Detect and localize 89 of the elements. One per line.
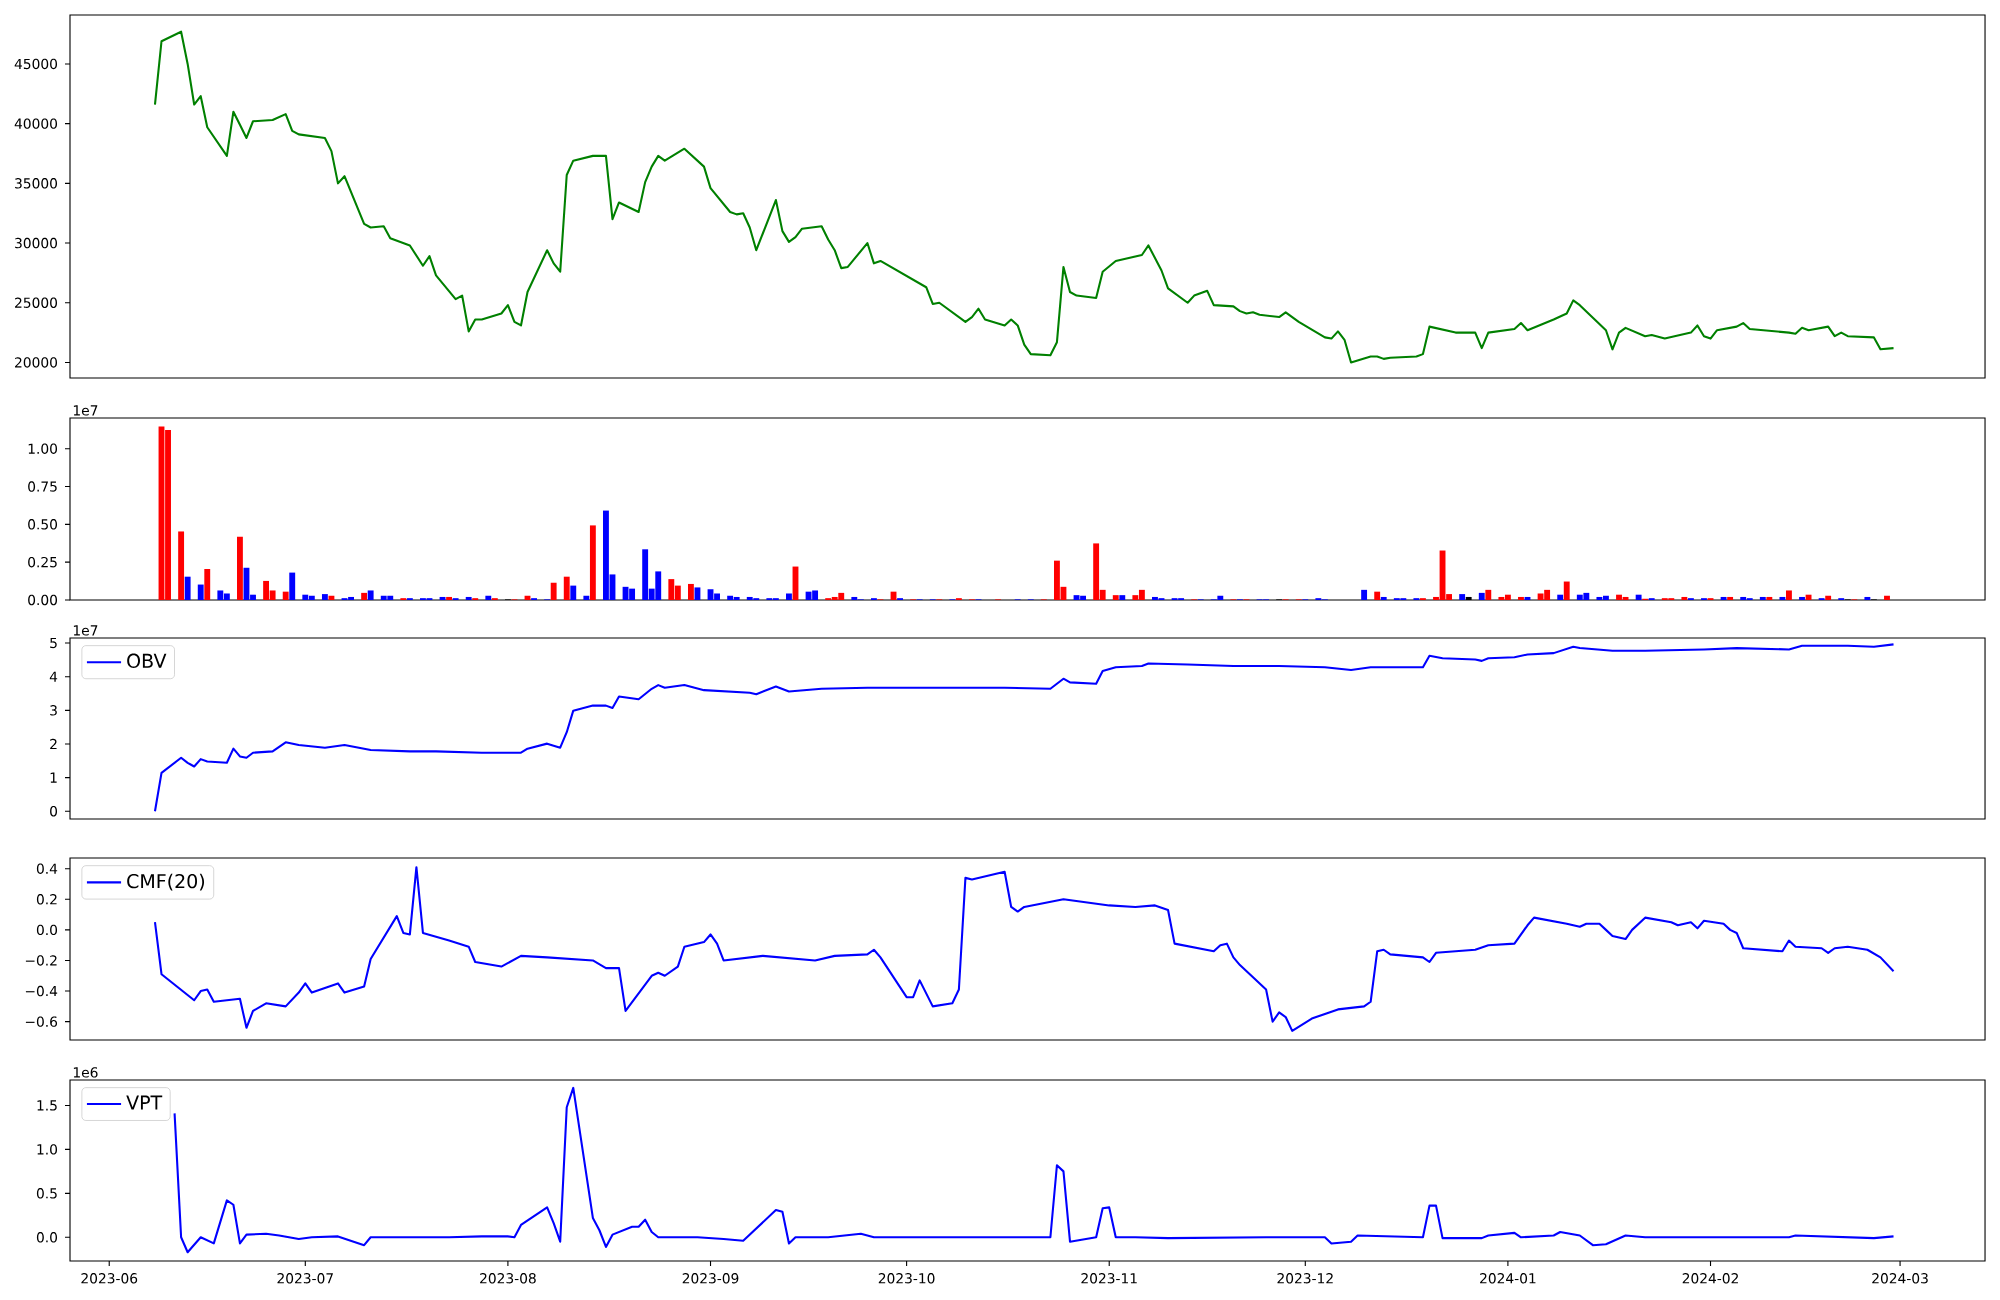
bar: [321, 594, 328, 600]
x-tick-label: 2023-07: [277, 1273, 333, 1284]
bar: [446, 596, 453, 600]
bar: [1119, 595, 1126, 600]
bar: [550, 582, 557, 600]
text: 1e7: [73, 625, 98, 636]
y-tick-label: 0.00: [28, 594, 58, 606]
bar: [1825, 595, 1832, 600]
bar: [367, 590, 374, 600]
line-series: [153, 30, 1895, 364]
y-tick-label: 0.2: [36, 894, 57, 905]
bar: [1557, 594, 1564, 600]
bar: [1884, 595, 1890, 600]
y-tick-label: 1: [50, 772, 57, 783]
x-tick-label: 2023-12: [1277, 1273, 1333, 1284]
x-tick-label: 2023-11: [1081, 1273, 1137, 1284]
text: 1e7: [73, 405, 98, 416]
bar: [1864, 596, 1871, 600]
x-tick-label: 2023-10: [878, 1273, 935, 1284]
bar: [1361, 589, 1368, 600]
bar: [1563, 581, 1570, 600]
y-tick-label: 35000: [15, 178, 58, 189]
y-tick-label: 0.25: [28, 556, 57, 568]
bar: [1805, 594, 1812, 600]
y-tick-label: 45000: [14, 58, 58, 70]
y-tick-label: 0: [50, 806, 58, 817]
bar: [583, 595, 590, 600]
bar: [178, 531, 185, 600]
bar: [289, 572, 296, 600]
y-tick-label: 3: [50, 705, 57, 716]
bar: [1380, 596, 1387, 600]
bar: [204, 568, 211, 600]
bar: [1478, 592, 1485, 600]
y-tick-label: 0.5: [36, 1188, 57, 1199]
x-tick-label: 2024-01: [1480, 1273, 1536, 1284]
bar: [1786, 590, 1792, 600]
bar: [485, 595, 492, 600]
legend-label: CMF(20): [127, 873, 205, 891]
y-tick-label: 5: [50, 637, 57, 649]
bar: [1485, 589, 1492, 600]
bar: [1766, 596, 1773, 600]
bar: [570, 585, 577, 600]
y-tick-label: 25000: [15, 297, 58, 308]
y-tick-label: 1.5: [37, 1100, 57, 1111]
bar: [1459, 594, 1466, 600]
y-tick-label: 0.50: [28, 519, 58, 530]
x-tick-label: 2023-09: [682, 1273, 739, 1284]
text: 1e6: [73, 1067, 98, 1078]
y-tick-label: 0.75: [28, 481, 57, 492]
x-tick-label: 2024-03: [1872, 1273, 1928, 1284]
bar: [1374, 591, 1381, 600]
bar: [687, 583, 694, 600]
bar: [282, 591, 289, 600]
x-tick-label: 2023-08: [480, 1273, 536, 1284]
legend-label: OBV: [127, 653, 167, 669]
bar: [563, 576, 570, 600]
y-tick-label: 4: [49, 671, 58, 682]
y-tick-label: 1.00: [28, 443, 58, 454]
bar: [1727, 596, 1734, 600]
y-tick-label: 20000: [15, 357, 58, 368]
y-tick-label: −0.6: [25, 1016, 58, 1027]
y-tick-label: 0.0: [36, 924, 58, 936]
y-tick-label: 1.0: [37, 1144, 58, 1155]
bar: [361, 592, 368, 600]
bar: [1112, 595, 1119, 600]
bar: [589, 525, 596, 600]
y-tick-label: 0.0: [36, 1232, 58, 1243]
bar: [197, 584, 204, 600]
bar: [1518, 596, 1524, 600]
bar: [184, 576, 191, 600]
bar: [786, 593, 792, 600]
bar: [328, 595, 335, 600]
bar: [1720, 596, 1727, 600]
bar: [1681, 596, 1688, 600]
bar: [1759, 596, 1766, 600]
y-tick-label: 0.4: [36, 863, 58, 874]
bar: [1779, 596, 1786, 600]
y-tick-label: −0.2: [25, 955, 57, 966]
bar: [1635, 594, 1642, 600]
y-tick-label: 40000: [14, 118, 58, 129]
y-tick-label: −0.4: [25, 985, 58, 997]
y-tick-label: 2: [50, 738, 57, 750]
x-tick-label: 2023-06: [81, 1273, 138, 1284]
bar: [237, 536, 243, 600]
bar: [465, 596, 472, 600]
x-tick-label: 2024-02: [1682, 1273, 1738, 1284]
y-tick-label: 30000: [15, 237, 58, 249]
bar: [1799, 596, 1805, 600]
legend-label: VPT: [126, 1095, 163, 1110]
